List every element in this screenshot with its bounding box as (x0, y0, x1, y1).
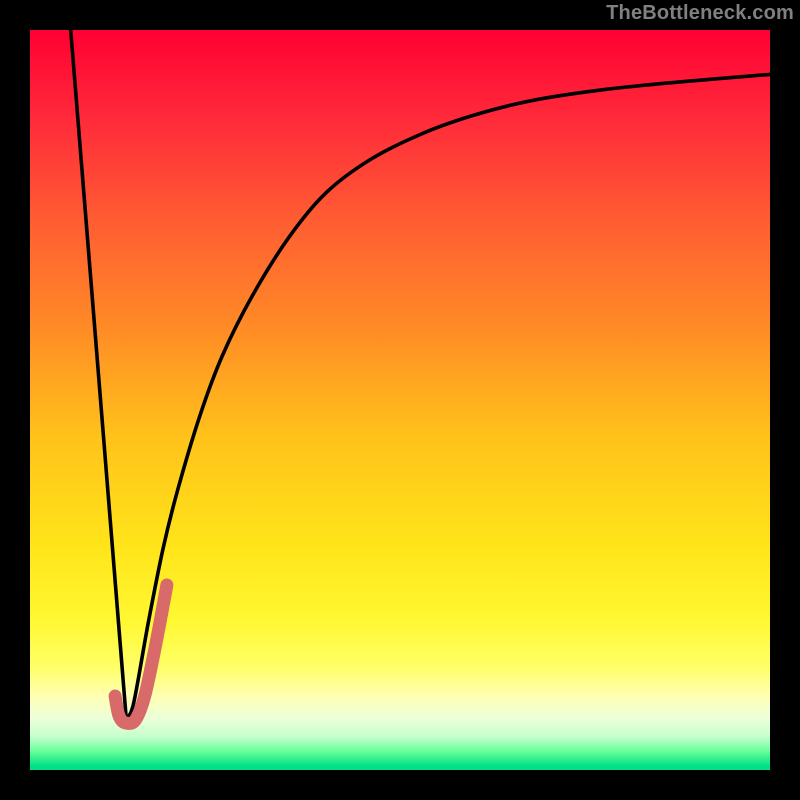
bottleneck-chart (0, 0, 800, 800)
watermark-text: TheBottleneck.com (606, 2, 794, 25)
chart-container: TheBottleneck.com (0, 0, 800, 800)
